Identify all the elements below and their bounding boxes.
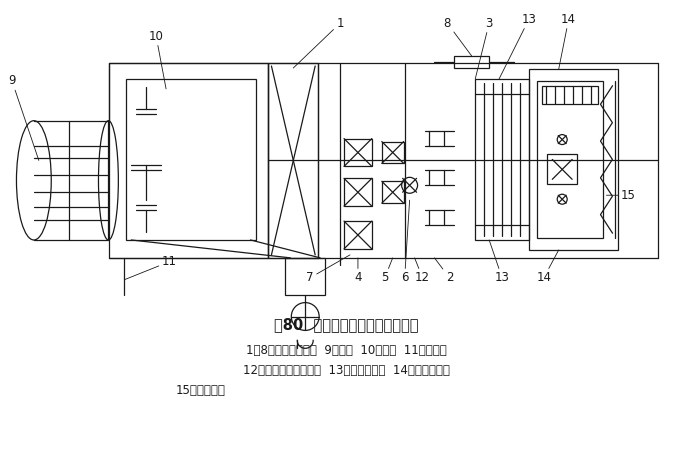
Bar	[344, 178, 372, 206]
Bar	[382, 142, 404, 163]
Bar	[344, 221, 372, 249]
Bar	[455, 56, 489, 68]
Bar	[109, 63, 269, 258]
Text: 15: 15	[607, 189, 636, 202]
Text: 12．载荷止动式制动器  13．片式制动器  14．电磁开闸器: 12．载荷止动式制动器 13．片式制动器 14．电磁开闸器	[243, 364, 449, 377]
Bar	[344, 138, 372, 166]
Text: 6: 6	[401, 200, 410, 284]
Bar	[529, 69, 618, 250]
Text: 11: 11	[124, 255, 177, 280]
Bar	[475, 79, 529, 240]
Text: 3: 3	[475, 17, 493, 79]
Text: 14: 14	[559, 13, 576, 69]
Text: 8: 8	[444, 17, 472, 56]
Text: 7: 7	[307, 255, 350, 284]
Text: 1: 1	[293, 17, 344, 68]
Text: 图80  解放型电动葫芦结构示意图: 图80 解放型电动葫芦结构示意图	[274, 318, 418, 333]
Text: 14: 14	[536, 250, 559, 284]
Bar	[542, 86, 598, 104]
Text: 2: 2	[435, 258, 453, 284]
Text: 13: 13	[489, 240, 509, 284]
Text: 1～8．减速器的齿轮  9．电机  10．卷筒  11．起重绳: 1～8．减速器的齿轮 9．电机 10．卷筒 11．起重绳	[245, 344, 446, 357]
Text: 15．闭闸弹笧: 15．闭闸弹笧	[176, 384, 226, 397]
Bar	[269, 63, 318, 258]
Text: 9: 9	[8, 75, 39, 160]
Text: 10: 10	[149, 30, 166, 89]
Bar	[285, 258, 325, 295]
Bar	[382, 182, 404, 203]
Text: 12: 12	[415, 258, 430, 284]
Text: 13: 13	[499, 13, 536, 79]
Text: 4: 4	[354, 258, 361, 284]
Text: 5: 5	[381, 258, 392, 284]
Bar	[547, 154, 577, 184]
Bar	[126, 79, 256, 240]
Bar	[537, 81, 603, 238]
